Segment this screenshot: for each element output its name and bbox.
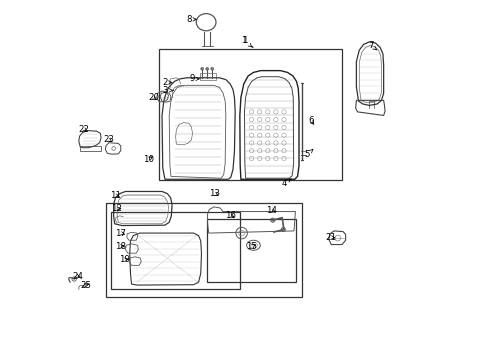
Bar xyxy=(206,220,296,282)
Text: 20: 20 xyxy=(147,93,159,102)
Text: 9: 9 xyxy=(189,75,199,84)
Text: 14: 14 xyxy=(265,206,277,215)
Bar xyxy=(111,212,240,289)
Text: 25: 25 xyxy=(81,280,91,289)
Text: 2: 2 xyxy=(162,78,172,87)
Circle shape xyxy=(210,67,213,70)
Text: 5: 5 xyxy=(304,149,312,159)
Text: 11: 11 xyxy=(110,191,121,200)
Circle shape xyxy=(201,67,203,70)
Text: 10: 10 xyxy=(142,155,154,164)
Circle shape xyxy=(281,227,285,231)
Text: 1: 1 xyxy=(241,36,253,48)
Bar xyxy=(80,146,101,151)
Text: 18: 18 xyxy=(114,242,125,251)
Text: 3: 3 xyxy=(162,86,173,95)
Bar xyxy=(199,73,215,80)
Text: 15: 15 xyxy=(245,242,257,251)
Text: 4: 4 xyxy=(281,179,290,188)
Text: 23: 23 xyxy=(103,135,114,144)
Text: 12: 12 xyxy=(111,204,122,213)
Text: 16: 16 xyxy=(224,211,235,220)
Text: 19: 19 xyxy=(119,255,129,264)
Circle shape xyxy=(270,218,274,222)
Text: 1: 1 xyxy=(241,36,252,47)
Text: 17: 17 xyxy=(115,229,126,238)
Text: 7: 7 xyxy=(368,41,376,50)
Bar xyxy=(106,203,301,297)
Bar xyxy=(159,49,341,180)
Text: 13: 13 xyxy=(208,189,220,198)
Text: 22: 22 xyxy=(78,125,89,134)
Circle shape xyxy=(205,67,208,70)
Text: 8: 8 xyxy=(186,15,196,24)
Text: 24: 24 xyxy=(72,271,83,280)
Text: 21: 21 xyxy=(325,233,335,242)
Text: 6: 6 xyxy=(307,116,313,125)
